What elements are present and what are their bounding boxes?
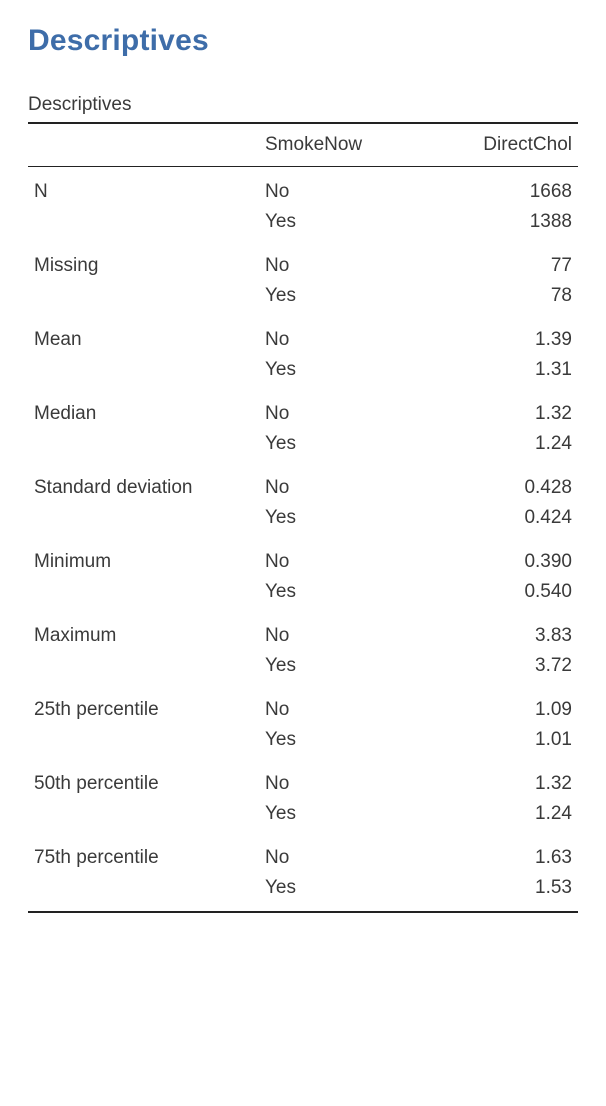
value-cell: 1668 <box>413 167 578 208</box>
table-row: Yes1.24 <box>28 429 578 459</box>
column-header-value: DirectChol <box>413 123 578 167</box>
group-label: Yes <box>259 873 413 911</box>
table-row: Yes0.424 <box>28 503 578 533</box>
value-cell: 1.39 <box>413 311 578 355</box>
stat-label <box>28 799 259 829</box>
stat-label: 25th percentile <box>28 681 259 725</box>
value-cell: 1.01 <box>413 725 578 755</box>
value-cell: 1.31 <box>413 355 578 385</box>
stat-label <box>28 281 259 311</box>
stat-label <box>28 873 259 911</box>
table-row: Yes1.31 <box>28 355 578 385</box>
stat-label: Standard deviation <box>28 459 259 503</box>
group-label: No <box>259 607 413 651</box>
value-cell: 1.09 <box>413 681 578 725</box>
column-header-stat <box>28 123 259 167</box>
table-row: Yes1388 <box>28 207 578 237</box>
table-row: Yes78 <box>28 281 578 311</box>
stat-label <box>28 355 259 385</box>
table-row: Standard deviationNo0.428 <box>28 459 578 503</box>
table-header-row: SmokeNow DirectChol <box>28 123 578 167</box>
stat-label: 75th percentile <box>28 829 259 873</box>
stat-label <box>28 577 259 607</box>
stat-label <box>28 503 259 533</box>
group-label: No <box>259 311 413 355</box>
table-row: MeanNo1.39 <box>28 311 578 355</box>
group-label: Yes <box>259 355 413 385</box>
value-cell: 3.72 <box>413 651 578 681</box>
group-label: No <box>259 755 413 799</box>
table-row: MissingNo77 <box>28 237 578 281</box>
value-cell: 0.390 <box>413 533 578 577</box>
value-cell: 1.24 <box>413 799 578 829</box>
value-cell: 1.24 <box>413 429 578 459</box>
group-label: Yes <box>259 207 413 237</box>
stat-label <box>28 429 259 459</box>
table-row: MaximumNo3.83 <box>28 607 578 651</box>
value-cell: 0.540 <box>413 577 578 607</box>
table-row: MinimumNo0.390 <box>28 533 578 577</box>
descriptives-table: SmokeNow DirectChol NNo1668Yes1388Missin… <box>28 122 578 911</box>
group-label: Yes <box>259 799 413 829</box>
value-cell: 78 <box>413 281 578 311</box>
table-row: MedianNo1.32 <box>28 385 578 429</box>
column-header-group: SmokeNow <box>259 123 413 167</box>
table-row: 25th percentileNo1.09 <box>28 681 578 725</box>
value-cell: 3.83 <box>413 607 578 651</box>
value-cell: 1.32 <box>413 755 578 799</box>
group-label: No <box>259 237 413 281</box>
page-title: Descriptives <box>28 24 578 58</box>
value-cell: 77 <box>413 237 578 281</box>
stat-label: 50th percentile <box>28 755 259 799</box>
group-label: No <box>259 459 413 503</box>
table-row: Yes0.540 <box>28 577 578 607</box>
group-label: No <box>259 681 413 725</box>
stat-label: Mean <box>28 311 259 355</box>
table-caption: Descriptives <box>28 94 578 116</box>
value-cell: 1.53 <box>413 873 578 911</box>
value-cell: 0.424 <box>413 503 578 533</box>
stat-label <box>28 651 259 681</box>
group-label: Yes <box>259 429 413 459</box>
table-row: Yes1.01 <box>28 725 578 755</box>
stat-label: Missing <box>28 237 259 281</box>
group-label: Yes <box>259 725 413 755</box>
value-cell: 0.428 <box>413 459 578 503</box>
group-label: Yes <box>259 503 413 533</box>
table-row: NNo1668 <box>28 167 578 208</box>
stat-label: N <box>28 167 259 208</box>
table-row: Yes1.53 <box>28 873 578 911</box>
value-cell: 1.63 <box>413 829 578 873</box>
stat-label: Median <box>28 385 259 429</box>
table-row: Yes1.24 <box>28 799 578 829</box>
stat-label: Minimum <box>28 533 259 577</box>
group-label: Yes <box>259 281 413 311</box>
table-bottom-rule <box>28 911 578 913</box>
group-label: No <box>259 533 413 577</box>
stat-label <box>28 207 259 237</box>
stat-label: Maximum <box>28 607 259 651</box>
group-label: Yes <box>259 577 413 607</box>
table-body: NNo1668Yes1388MissingNo77Yes78MeanNo1.39… <box>28 167 578 912</box>
table-row: Yes3.72 <box>28 651 578 681</box>
value-cell: 1.32 <box>413 385 578 429</box>
group-label: No <box>259 829 413 873</box>
group-label: No <box>259 167 413 208</box>
group-label: No <box>259 385 413 429</box>
table-row: 50th percentileNo1.32 <box>28 755 578 799</box>
value-cell: 1388 <box>413 207 578 237</box>
group-label: Yes <box>259 651 413 681</box>
stat-label <box>28 725 259 755</box>
table-row: 75th percentileNo1.63 <box>28 829 578 873</box>
